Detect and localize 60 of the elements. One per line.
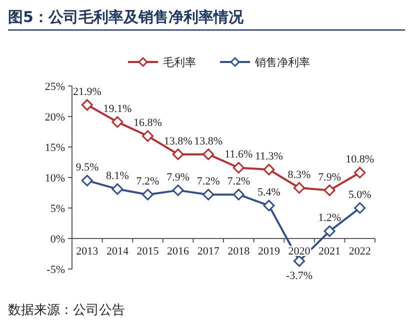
point [354, 202, 366, 214]
point [202, 188, 214, 200]
data-label: -3.7% [286, 270, 313, 282]
data-label: 10.8% [346, 154, 374, 166]
point [324, 225, 336, 237]
point [294, 255, 305, 267]
x-tick-label: 2021 [318, 246, 341, 258]
data-label: 7.9% [318, 171, 342, 184]
point [324, 184, 336, 196]
chart-title: 图5：公司毛利率及销售净利率情况 [8, 8, 244, 26]
data-label: 9.5% [76, 162, 99, 174]
data-label: 13.8% [164, 135, 192, 148]
data-label: 5.4% [257, 186, 280, 199]
x-tick-label: 2016 [167, 246, 190, 258]
legend-label: 毛利率 [163, 56, 196, 69]
y-tick-label: -5% [46, 264, 65, 276]
point [142, 188, 154, 200]
data-label: 5.0% [348, 189, 372, 201]
data-label: 13.8% [194, 135, 223, 148]
point [294, 182, 305, 194]
data-label: 16.8% [134, 117, 162, 130]
x-tick-label: 2017 [197, 246, 220, 258]
y-tick-label: 25% [44, 81, 65, 93]
y-tick-label: 5% [50, 203, 65, 215]
x-tick-label: 2022 [348, 246, 371, 258]
x-tick-label: 2013 [76, 246, 99, 258]
point [232, 162, 244, 174]
data-label: 8.1% [106, 170, 129, 182]
point [142, 130, 154, 142]
x-tick-label: 2014 [106, 246, 129, 258]
point [172, 148, 184, 160]
data-label: 7.2% [136, 176, 160, 188]
data-label: 11.3% [254, 150, 283, 163]
point [232, 188, 244, 200]
x-tick-label: 2019 [258, 246, 280, 258]
point [81, 174, 93, 186]
data-label: 19.1% [103, 102, 132, 115]
data-label: 21.9% [72, 86, 102, 98]
data-label: 7.9% [166, 171, 190, 184]
y-tick-label: 20% [44, 112, 65, 124]
point [263, 164, 275, 176]
point [112, 183, 124, 195]
point [172, 184, 184, 196]
data-label: 7.2% [196, 176, 220, 188]
x-tick-label: 2015 [136, 246, 160, 258]
data-label: 1.2% [318, 212, 342, 224]
point [354, 166, 366, 178]
point [202, 148, 214, 160]
y-tick-label: 15% [44, 142, 65, 154]
point [263, 200, 275, 212]
y-tick-label: 10% [44, 172, 65, 184]
data-label: 11.6% [224, 148, 253, 161]
data-label: 8.3% [288, 168, 311, 181]
source-note: 数据来源：公司公告 [8, 303, 125, 318]
y-tick-label: 0% [50, 234, 65, 246]
legend-label: 销售净利率 [254, 56, 310, 69]
x-tick-label: 2018 [228, 246, 250, 258]
data-label: 7.2% [227, 176, 250, 188]
point [112, 116, 124, 128]
point [81, 99, 93, 111]
